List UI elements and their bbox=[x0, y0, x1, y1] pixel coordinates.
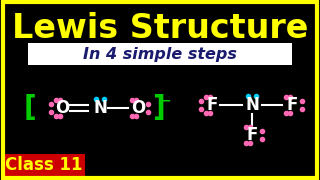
Text: ]: ] bbox=[152, 94, 164, 122]
Text: N: N bbox=[245, 96, 259, 114]
Text: N: N bbox=[93, 99, 107, 117]
Text: In 4 simple steps: In 4 simple steps bbox=[83, 46, 237, 62]
Text: F: F bbox=[286, 96, 298, 114]
Text: [: [ bbox=[24, 94, 36, 122]
Text: Class 11: Class 11 bbox=[5, 156, 83, 174]
FancyBboxPatch shape bbox=[28, 43, 292, 65]
Text: F: F bbox=[246, 126, 258, 144]
Text: O: O bbox=[55, 99, 69, 117]
FancyBboxPatch shape bbox=[3, 154, 85, 176]
Text: O: O bbox=[131, 99, 145, 117]
Text: −: − bbox=[161, 94, 171, 107]
Text: Lewis Structure: Lewis Structure bbox=[12, 12, 308, 44]
Text: F: F bbox=[206, 96, 218, 114]
